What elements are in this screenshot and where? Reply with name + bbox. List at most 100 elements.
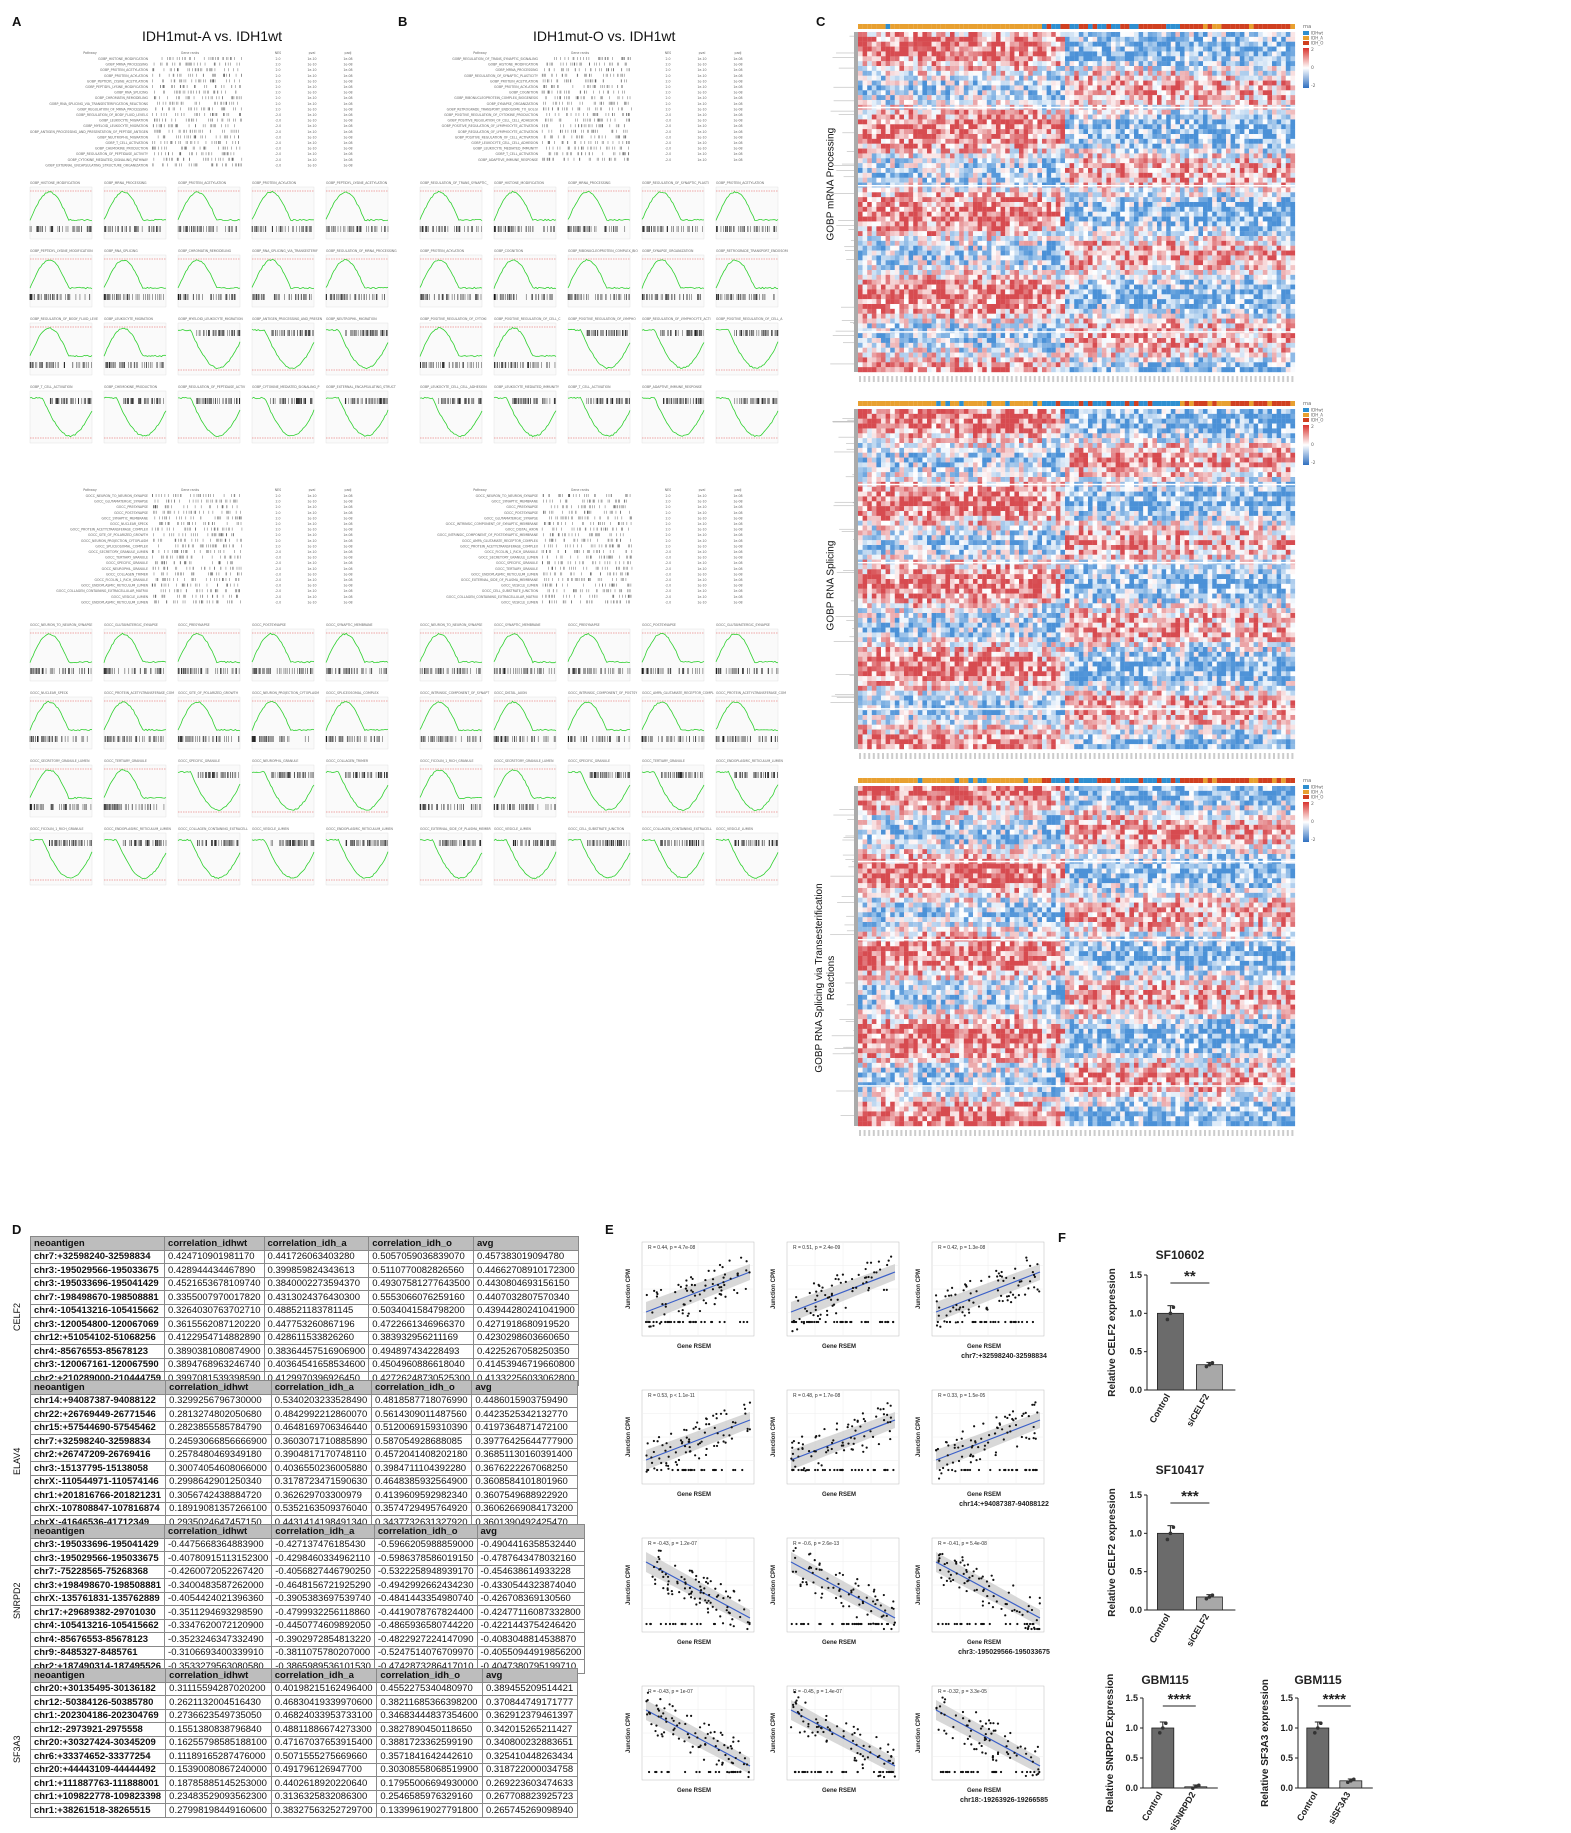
gsea-pathway-name: GOBP_MYELOID_LEUKOCYTE_MIGRATION [83, 124, 148, 128]
gsea-nes: -2.0 [275, 152, 281, 156]
gsea-padj: 1e-08 [343, 124, 352, 128]
enrichment-plot-title: GOBP_HISTONE_MODIFICATION [494, 181, 544, 185]
plot-frame [29, 696, 93, 750]
gsea-nes: 2.0 [275, 544, 280, 548]
gsea-pval: 1e-10 [697, 147, 706, 151]
plot-frame [29, 628, 93, 682]
gsea-nes: -2.0 [665, 158, 671, 162]
gsea-pathway-name: GOBP_HISTONE_MODIFICATION [488, 63, 538, 67]
gsea-padj: 1e-08 [343, 141, 352, 145]
gsea-nes: -2.0 [665, 152, 671, 156]
gsea-pathway-name: GOBP_NEUTROPHIL_MIGRATION [97, 135, 148, 139]
gsea-nes: 2.0 [275, 500, 280, 504]
gsea-pval: 1e-10 [697, 544, 706, 548]
enrichment-curve [641, 328, 705, 369]
enrichment-curve [567, 258, 631, 290]
gsea-pathway-name: GOCC_AMPA_GLUTAMATE_RECEPTOR_COMPLEX [462, 539, 539, 543]
gsea-pval: 1e-10 [307, 141, 316, 145]
gsea-nes: -2.0 [665, 600, 671, 604]
gsea-nes: -2.0 [665, 556, 671, 560]
enrichment-plot-title: GOBP_CHROMATIN_REMODELING [178, 249, 232, 253]
gsea-pathway-name: GOCC_EXTERNAL_SIDE_OF_PLASMA_MEMBRANE [461, 578, 538, 582]
gsea-nes: -2.0 [275, 578, 281, 582]
gsea-nes: 2.0 [665, 74, 670, 78]
gsea-pathway-name: GOBP_MRNA_PROCESSING [495, 68, 538, 72]
enrichment-curve [103, 327, 167, 358]
gsea-pval: 1e-10 [697, 511, 706, 515]
enrichment-plot: GOBP_PEPTIDYL_LYSINE_ACETYLATION [325, 181, 389, 240]
gsea-pval: 1e-10 [697, 584, 706, 588]
gsea-padj: 1e-08 [343, 494, 352, 498]
gsea-pathway-name: GOBP_PEPTIDYL_LYSINE_ACETYLATION [87, 79, 149, 83]
gsea-nes: 2.0 [665, 63, 670, 67]
gsea-nes: -2.0 [275, 163, 281, 167]
gsea-padj: 1e-08 [343, 516, 352, 520]
gsea-pval: 1e-10 [307, 539, 316, 543]
gsea-nes: -2.0 [665, 572, 671, 576]
enrichment-plot: GOBP_PEPTIDYL_LYSINE_MODIFICATION [29, 249, 93, 308]
gsea-padj: 1e-08 [343, 572, 352, 576]
gsea-pval: 1e-10 [697, 522, 706, 526]
gsea-pval: 1e-10 [307, 158, 316, 162]
gsea-padj: 1e-08 [733, 567, 742, 571]
gsea-pval: 1e-10 [307, 130, 316, 134]
enrichment-curve [493, 190, 557, 222]
gsea-nes: -2.0 [665, 135, 671, 139]
enrichment-plot-title: GOBP_PROTEIN_ACETYLATION [178, 181, 227, 185]
enrichment-curve [325, 632, 389, 664]
enrichment-plot: GOBP_T_CELL_ACTIVATION [29, 385, 93, 444]
enrichment-curve [177, 259, 241, 289]
gsea-pathway-name: GOBP_REGULATION_OF_BODY_FLUID_LEVELS [76, 113, 148, 117]
gsea-padj: 1e-08 [343, 528, 352, 532]
enrichment-plot-title: GOCC_NEURON_TO_NEURON_SYNAPSE [30, 623, 92, 627]
enrichment-curve [29, 633, 93, 664]
gsea-pval: 1e-10 [307, 584, 316, 588]
gsea-padj: 1e-08 [343, 505, 352, 509]
gsea-padj: 1e-08 [733, 107, 742, 111]
gsea-pval: 1e-10 [697, 96, 706, 100]
enrichment-plot: GOBP_MYELOID_LEUKOCYTE_MIGRATION [177, 317, 243, 376]
gsea-nes: -2.0 [275, 130, 281, 134]
enrichment-curve [325, 259, 389, 290]
gsea-padj: 1e-08 [733, 516, 742, 520]
gsea-pathway-name: GOCC_COLLAGEN_CONTAINING_EXTRACELLULAR_M… [56, 589, 149, 593]
gsea-header-3: pval [699, 488, 706, 492]
enrichment-plot: GOBP_REGULATION_OF_BODY_FLUID_LEVE [29, 317, 98, 376]
enrichment-plot-title: GOBP_RIBONUCLEOPROTEIN_COMPLEX_BIO [568, 249, 638, 253]
gsea-header-2: NES [665, 488, 671, 492]
gsea-pval: 1e-10 [307, 556, 316, 560]
gsea-pval: 1e-10 [307, 516, 316, 520]
enrichment-plot: GOCC_PRESYNAPSE [177, 623, 241, 682]
gsea-pathway-name: GOBP_PROTEIN_ACYLATION [494, 85, 539, 89]
gsea-pathway-name: GOBP_RIBONUCLEOPROTEIN_COMPLEX_BIOGENESI… [454, 96, 538, 100]
enrichment-curve [567, 190, 631, 222]
plot-frame [419, 322, 483, 376]
gsea-pathway-name: GOCC_FICOLIN_1_RICH_GRANULE [95, 578, 148, 582]
gsea-pathway-name: GOBP_CHEMOKINE_PRODUCTION [95, 147, 149, 151]
enrichment-plot-title: GOBP_MRNA_PROCESSING [104, 181, 147, 185]
gsea-padj: 1e-08 [733, 79, 742, 83]
gsea-pathway-name: GOBP_CYTOKINE_MEDIATED_SIGNALING_PATHWAY [68, 158, 148, 162]
enrichment-plot-title: GOBP_POSITIVE_REGULATION_OF_CELL_C [494, 317, 561, 321]
enrichment-plot: GOBP_REGULATION_OF_PEPTIDASE_ACTIV [177, 385, 246, 444]
enrichment-plot: GOBP_PROTEIN_ACYLATION [419, 249, 483, 308]
gsea-nes: 2.0 [665, 500, 670, 504]
gsea-pathway-name: GOCC_POSTSYNAPSE [114, 511, 148, 515]
gsea-padj: 1e-08 [343, 158, 352, 162]
enrichment-curve [178, 396, 241, 437]
gsea-pval: 1e-10 [697, 74, 706, 78]
panel-label-f: F [1058, 1230, 1066, 1245]
enrichment-plot-title: GOBP_REGULATION_OF_LYMPHOCYTE_ACTI [642, 317, 711, 321]
gsea-nes: 2.0 [275, 516, 280, 520]
enrichment-curve [251, 632, 315, 664]
gsea-pathway-name: GOBP_SYNAPSE_ORGANIZATION [487, 102, 539, 106]
gsea-pathway-name: GOBP_CHROMATIN_REMODELING [95, 96, 149, 100]
gsea-pathway-name: GOCC_ENDOPLASMIC_RETICULUM_LUMEN [81, 584, 149, 588]
enrichment-plot: GOBP_EXTERNAL_ENCAPSULATING_STRUCT [325, 385, 396, 444]
gsea-padj: 1e-08 [733, 578, 742, 582]
gsea-pathway-name: GOCC_PROTEIN_ACETYLTRANSFERASE_COMPLEX [460, 544, 539, 548]
gsea-nes: 2.0 [665, 85, 670, 89]
panel-label-d: D [12, 1222, 21, 1237]
gsea-nes: -2.0 [275, 556, 281, 560]
gsea-nes: -2.0 [275, 158, 281, 162]
